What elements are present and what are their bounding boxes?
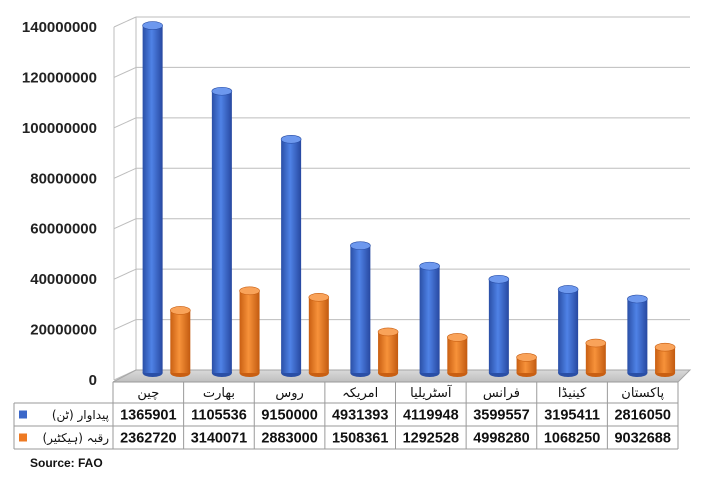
- data-label: 4998280: [473, 431, 529, 447]
- y-tick-label: 0: [89, 372, 97, 389]
- bar-area-8: [654, 342, 676, 377]
- bar-body: [170, 310, 191, 373]
- bar-body: [585, 343, 606, 373]
- legend-label: پیداوار (ٹن): [52, 408, 109, 423]
- bar-top: [447, 333, 468, 342]
- bar-body: [281, 139, 302, 373]
- gridline-side: [113, 117, 137, 129]
- data-label: 9032688: [614, 431, 670, 447]
- gridline-side: [113, 268, 137, 280]
- gridline-side: [113, 319, 137, 331]
- data-label: 2883000: [261, 431, 317, 447]
- bar-area-5: [447, 333, 468, 377]
- data-label: 2816050: [614, 408, 670, 424]
- legend-label: رقبہ (ہیکٹیر): [42, 431, 109, 446]
- bar-area-4: [377, 327, 399, 377]
- bar-body: [488, 279, 509, 373]
- bar-top: [280, 134, 302, 144]
- bar-top: [377, 327, 399, 337]
- bar-body: [447, 337, 468, 373]
- bar-top: [308, 293, 330, 302]
- data-label: 1292528: [403, 431, 459, 447]
- bar-production-8: [627, 294, 648, 377]
- category-label-آسٹریلیا: آسٹریلیا: [410, 384, 453, 401]
- bar-top: [627, 294, 648, 304]
- bar-production-1: [142, 21, 163, 377]
- y-axis-labels: 0 20000000 40000000 60000000 80000000 1000000…: [22, 19, 97, 389]
- y-tick-label: 40000000: [30, 271, 97, 288]
- y-tick-label: 20000000: [30, 322, 97, 339]
- data-label: 1105536: [191, 408, 247, 424]
- bar-top: [142, 21, 163, 30]
- bar-body: [627, 298, 648, 373]
- gridline-side: [113, 16, 137, 28]
- gridline-side: [113, 167, 137, 179]
- bar-top: [419, 261, 440, 271]
- data-label: 2362720: [120, 431, 176, 447]
- bar-area-2: [239, 286, 260, 377]
- bar-top: [239, 286, 260, 296]
- y-tick-label: 120000000: [22, 69, 97, 86]
- bar-top: [350, 241, 371, 250]
- bar-production-6: [488, 274, 510, 377]
- category-label-چین: چین: [137, 386, 159, 401]
- category-label-روس: روس: [275, 386, 303, 401]
- bar-top: [557, 285, 579, 294]
- bar-body: [378, 331, 399, 373]
- bar-top: [654, 342, 676, 352]
- bar-body: [239, 290, 260, 373]
- bar-production-4: [350, 241, 371, 377]
- bar-body: [419, 266, 440, 373]
- bar-top: [170, 306, 191, 315]
- bar-body: [350, 245, 371, 373]
- bar-production-7: [557, 285, 579, 377]
- legend-swatch: [19, 433, 27, 442]
- bar-body: [655, 347, 676, 373]
- gridline-side: [113, 218, 137, 230]
- data-label: 3195411: [544, 408, 600, 424]
- bar-body: [211, 91, 232, 373]
- bar-body: [516, 357, 537, 373]
- category-label-کینیڈا: کینیڈا: [558, 386, 587, 401]
- y-tick-label: 140000000: [22, 19, 97, 36]
- bar-production-5: [419, 261, 440, 377]
- bars: [142, 21, 676, 377]
- data-label: 4119948: [403, 408, 459, 424]
- data-label: 1508361: [332, 431, 388, 447]
- category-label-پاکستان: پاکستان: [621, 386, 664, 401]
- bar-top: [488, 274, 510, 284]
- y-tick-label: 80000000: [30, 170, 97, 187]
- category-label-بھارت: بھارت: [203, 386, 235, 401]
- category-label-فرانس: فرانس: [483, 386, 520, 401]
- bar-area-1: [170, 306, 191, 377]
- data-label: 9150000: [261, 408, 317, 424]
- data-table: چین بھارت روس امریکہ آسٹریلیا فرانس کینیڈا پاکس…: [13, 381, 679, 450]
- y-tick-label: 100000000: [22, 120, 97, 137]
- category-label-امریکہ: امریکہ: [342, 386, 378, 401]
- bar-top: [585, 338, 607, 348]
- data-label: 4931393: [332, 408, 388, 424]
- bar-body: [142, 25, 163, 374]
- data-label: 3140071: [191, 431, 247, 447]
- bar-area-3: [308, 293, 330, 377]
- grid-lines: [113, 16, 690, 381]
- bar-production-2: [211, 86, 233, 377]
- bar-area-6: [516, 353, 537, 377]
- data-label: 3599557: [473, 408, 529, 424]
- gridline-side: [113, 66, 137, 78]
- source-note: Source: FAO: [30, 456, 103, 470]
- data-label: 1068250: [544, 431, 600, 447]
- bar-top: [516, 353, 537, 362]
- bar-top: [211, 86, 233, 96]
- bar-area-7: [585, 338, 607, 377]
- data-label: 1365901: [120, 408, 176, 424]
- legend-swatch: [19, 410, 27, 419]
- bar-production-3: [280, 134, 302, 377]
- bar-body: [558, 289, 579, 373]
- bar-body: [308, 297, 329, 373]
- y-tick-label: 60000000: [30, 221, 97, 238]
